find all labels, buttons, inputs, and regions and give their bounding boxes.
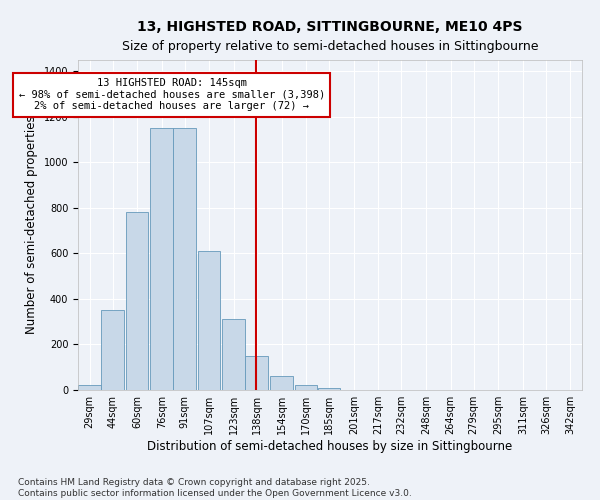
Bar bbox=[223, 320, 245, 390]
Text: Size of property relative to semi-detached houses in Sittingbourne: Size of property relative to semi-detach… bbox=[122, 40, 538, 53]
Bar bbox=[270, 376, 293, 390]
Bar bbox=[150, 128, 173, 390]
Y-axis label: Number of semi-detached properties: Number of semi-detached properties bbox=[25, 116, 38, 334]
Bar bbox=[78, 386, 101, 390]
Bar bbox=[198, 251, 220, 390]
X-axis label: Distribution of semi-detached houses by size in Sittingbourne: Distribution of semi-detached houses by … bbox=[148, 440, 512, 453]
Bar bbox=[318, 388, 340, 390]
Bar bbox=[125, 212, 148, 390]
Bar bbox=[173, 128, 196, 390]
Bar bbox=[245, 356, 268, 390]
Bar bbox=[295, 386, 317, 390]
Text: 13 HIGHSTED ROAD: 145sqm
← 98% of semi-detached houses are smaller (3,398)
2% of: 13 HIGHSTED ROAD: 145sqm ← 98% of semi-d… bbox=[19, 78, 325, 112]
Bar bbox=[101, 310, 124, 390]
Text: 13, HIGHSTED ROAD, SITTINGBOURNE, ME10 4PS: 13, HIGHSTED ROAD, SITTINGBOURNE, ME10 4… bbox=[137, 20, 523, 34]
Text: Contains HM Land Registry data © Crown copyright and database right 2025.
Contai: Contains HM Land Registry data © Crown c… bbox=[18, 478, 412, 498]
